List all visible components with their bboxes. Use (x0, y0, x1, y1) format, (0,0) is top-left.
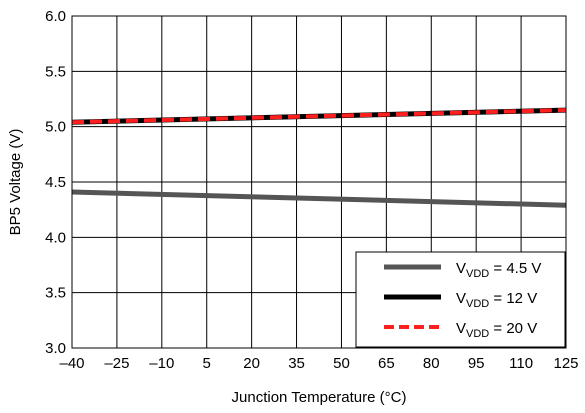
x-tick-label: 95 (468, 355, 485, 372)
x-tick-label: –10 (149, 355, 174, 372)
x-tick-label: 65 (378, 355, 395, 372)
legend: VVDD = 4.5 V VVDD = 12 V VVDD = 20 V (355, 251, 566, 348)
y-tick-label: 3.0 (45, 340, 66, 357)
series-layer (71, 107, 567, 208)
plot-frame (71, 15, 567, 349)
x-tick-label: 110 (509, 355, 533, 372)
y-tick-label: 6.0 (45, 8, 66, 25)
y-tick-label: 5.0 (45, 119, 66, 136)
x-tick-label: 80 (423, 355, 440, 372)
x-tick-label: 125 (553, 355, 578, 372)
legend-label: VVDD = 4.5 V (456, 260, 541, 280)
x-tick-label: 50 (333, 355, 350, 372)
legend-label: VVDD = 12 V (456, 290, 537, 310)
x-axis-label: Junction Temperature (°C) (232, 389, 407, 406)
y-tick-label: 3.5 (45, 285, 66, 302)
y-tick-label: 4.5 (45, 174, 66, 191)
y-tick-label: 4.0 (45, 229, 66, 246)
x-tick-label: 5 (203, 355, 211, 372)
series-line (71, 108, 567, 125)
y-tick-label: 5.5 (45, 63, 66, 80)
y-tick-labels: 3.0 3.5 4.0 4.5 5.0 5.5 6.0 (45, 8, 66, 357)
x-tick-labels: –40 –25 –10 5 20 35 50 65 80 95 110 125 (59, 355, 578, 372)
x-tick-label: –40 (59, 355, 84, 372)
x-tick-label: 35 (288, 355, 305, 372)
series-line (71, 189, 567, 208)
x-tick-label: –25 (104, 355, 129, 372)
y-axis-label: BP5 Voltage (V) (7, 129, 24, 236)
legend-label: VVDD = 20 V (456, 320, 537, 340)
x-tick-label: 20 (243, 355, 260, 372)
